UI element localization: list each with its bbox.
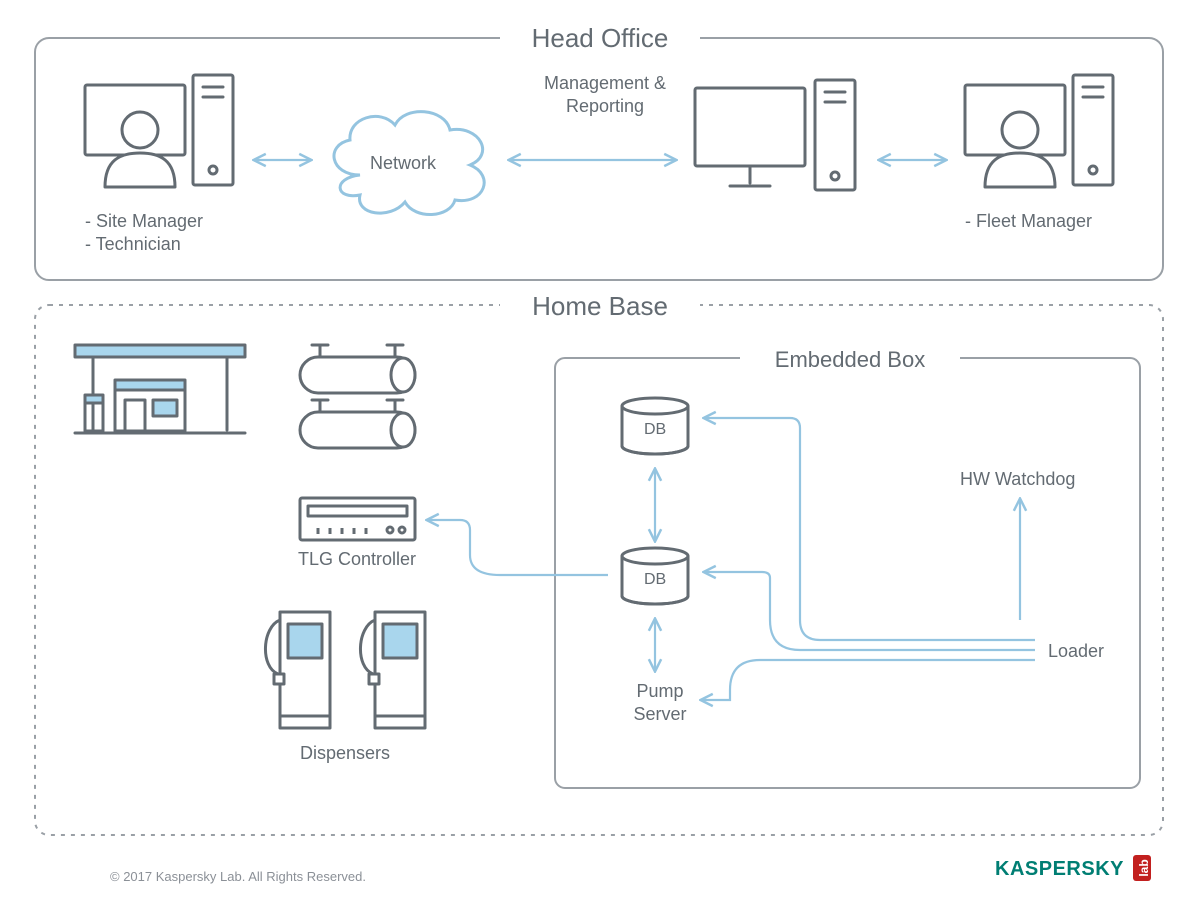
db-bottom-label: DB (644, 570, 666, 590)
network-label: Network (370, 152, 436, 175)
tlg-controller-label: TLG Controller (298, 548, 416, 571)
diagram-svg (0, 0, 1200, 902)
kaspersky-logo: KASPERSKY lab (995, 851, 1165, 892)
left-roles-label: - Site Manager - Technician (85, 210, 203, 255)
copyright-text: © 2017 Kaspersky Lab. All Rights Reserve… (110, 869, 366, 884)
tlg-controller-icon (300, 498, 415, 540)
svg-text:lab: lab (1137, 859, 1151, 876)
loader-label: Loader (1048, 640, 1104, 663)
workstation-icon (695, 80, 855, 190)
home-base-panel (35, 305, 1163, 835)
gas-station-icon (75, 345, 245, 433)
dispensers-icon (265, 612, 425, 728)
embedded-box-title: Embedded Box (750, 346, 950, 374)
diagram-canvas: Head Office - Site Manager - Technician … (0, 0, 1200, 902)
home-base-title: Home Base (0, 290, 1200, 323)
db-top-label: DB (644, 420, 666, 440)
pump-server-label: Pump Server (620, 680, 700, 725)
dispensers-label: Dispensers (300, 742, 390, 765)
hw-watchdog-label: HW Watchdog (960, 468, 1075, 491)
right-role-label: - Fleet Manager (965, 210, 1092, 233)
head-office-title: Head Office (0, 22, 1200, 55)
user-workstation-left-icon (85, 75, 233, 187)
brand-word: KASPERSKY (995, 858, 1124, 880)
embedded-arrows (428, 418, 1035, 700)
tanks-icon (300, 345, 415, 448)
user-workstation-right-icon (965, 75, 1113, 187)
mgmt-reporting-label: Management & Reporting (530, 72, 680, 117)
